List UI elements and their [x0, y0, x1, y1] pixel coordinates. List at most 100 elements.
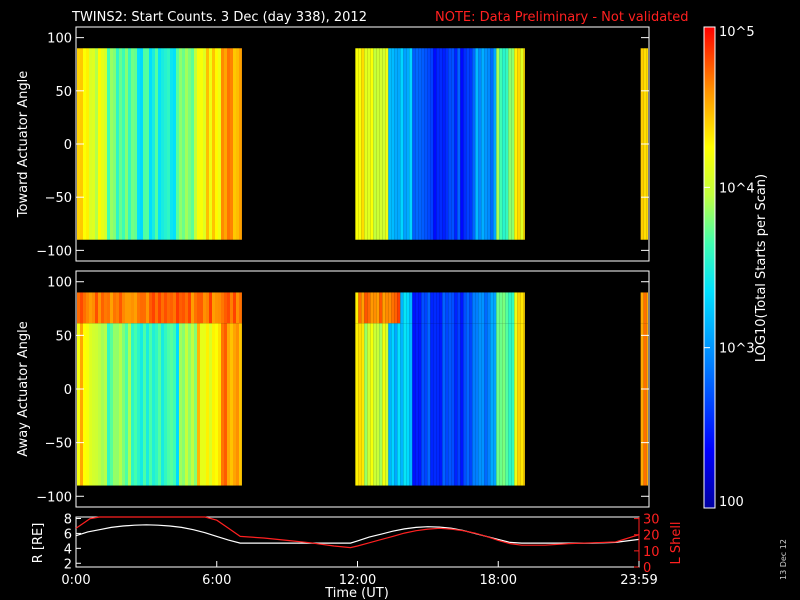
heatmap-cell	[146, 323, 149, 486]
heatmap-cell	[92, 323, 95, 486]
heatmap-cell	[137, 292, 140, 324]
heatmap-cell	[218, 292, 221, 324]
heatmap-cell	[152, 48, 155, 240]
heatmap-cell	[508, 48, 512, 240]
heatmap-cell	[517, 292, 521, 324]
heatmap-cell	[179, 292, 182, 324]
heatmap-cell	[122, 48, 125, 240]
heatmap-cell	[233, 48, 236, 240]
heatmap-cell	[83, 292, 86, 324]
heatmap-cell	[475, 323, 479, 486]
heatmap-cell	[427, 292, 431, 324]
heatmap-cell	[424, 323, 428, 486]
heatmap-cell	[164, 323, 167, 486]
heatmap-cell	[146, 292, 149, 324]
heatmap-cell	[188, 48, 191, 240]
heatmap-cell	[364, 292, 368, 324]
heatmap-cell	[448, 292, 452, 324]
heatmap-cell	[643, 292, 647, 324]
heatmap-cell	[457, 323, 461, 486]
heatmap-cell	[436, 292, 440, 324]
heatmap-cell	[502, 292, 506, 324]
heatmap-cell	[442, 48, 446, 240]
heatmap-cell	[394, 292, 398, 324]
heatmap-cell	[227, 323, 230, 486]
heatmap-cell	[523, 292, 525, 324]
y-tick-label: −100	[36, 490, 72, 505]
x-tick-label: 18:00	[480, 573, 517, 588]
colorbar-ticks: 10^5 10^4 10^3 100	[704, 25, 755, 510]
heatmap-cell	[514, 323, 518, 486]
heatmap-cell	[182, 48, 185, 240]
heatmap-cell	[481, 292, 485, 324]
heatmap-cell	[373, 48, 377, 240]
heatmap-cell	[134, 292, 137, 324]
side-date-label: 13 Dec 12	[779, 539, 788, 580]
colorbar-tick-label: 10^5	[719, 25, 755, 40]
heatmap-cell	[496, 292, 500, 324]
heatmap-cell	[215, 48, 218, 240]
heatmap-cell	[358, 292, 362, 324]
heatmap-cell	[478, 292, 482, 324]
heatmap-cell	[164, 292, 167, 324]
heatmap-cell	[236, 48, 239, 240]
heatmap-cell	[502, 323, 506, 486]
heatmap-cell	[514, 48, 518, 240]
heatmap-cell	[379, 48, 383, 240]
heatmap-cell	[433, 292, 437, 324]
heatmap-cell	[89, 323, 92, 486]
heatmap-cell	[493, 323, 497, 486]
heatmap-cell	[197, 292, 200, 324]
y-tick-label: 100	[47, 276, 72, 291]
heatmap-cell	[370, 48, 374, 240]
heatmap-cell	[517, 48, 521, 240]
time-x-ticks: 0:00 6:00 12:00 18:00 23:59	[61, 561, 658, 588]
heatmap-cell	[212, 323, 215, 486]
heatmap-cell	[514, 292, 518, 324]
heatmap-cell	[469, 48, 473, 240]
heatmap-cell	[134, 323, 137, 486]
y-tick-label: 50	[55, 329, 72, 344]
heatmap-cell	[373, 292, 377, 324]
heatmap-cell	[382, 323, 386, 486]
heatmap-cell	[167, 292, 170, 324]
radius-tick-label: 4	[64, 542, 72, 557]
lshell-tick-label: 10	[643, 545, 660, 560]
heatmap-cell	[436, 323, 440, 486]
heatmap-cell	[646, 323, 648, 486]
heatmap-cell	[523, 48, 525, 240]
heatmap-cell	[104, 323, 107, 486]
heatmap-cell	[110, 323, 113, 486]
heatmap-cell	[454, 323, 458, 486]
heatmap-cell	[218, 48, 221, 240]
heatmap-cell	[212, 48, 215, 240]
heatmap-cell	[469, 292, 473, 324]
heatmap-cell	[185, 323, 188, 486]
heatmap-cell	[406, 292, 410, 324]
heatmap-cell	[128, 323, 131, 486]
radius-axis-label: R [RE]	[31, 523, 46, 564]
lshell-line	[75, 516, 640, 549]
heatmap-cell	[361, 323, 365, 486]
heatmap-cell	[424, 48, 428, 240]
heatmap-cell	[128, 292, 131, 324]
heatmap-cell	[523, 323, 525, 486]
heatmap-cell	[191, 323, 194, 486]
heatmap-cell	[397, 323, 401, 486]
heatmap-cell	[170, 48, 173, 240]
heatmap-cell	[412, 48, 416, 240]
heatmap-cell	[478, 48, 482, 240]
heatmap-cell	[110, 292, 113, 324]
heatmap-cell	[409, 292, 413, 324]
heatmap-cell	[209, 292, 212, 324]
heatmap-cell	[131, 292, 134, 324]
heatmap-cell	[92, 48, 95, 240]
heatmap-cell	[382, 292, 386, 324]
heatmap-cell	[179, 323, 182, 486]
heatmap-cell	[427, 48, 431, 240]
heatmap-cell	[233, 292, 236, 324]
heatmap-cell	[502, 48, 506, 240]
away-y-ticks: 100 50 0 −50 −100	[36, 276, 649, 505]
heatmap-cell	[107, 292, 110, 324]
heatmap-cell	[143, 323, 146, 486]
